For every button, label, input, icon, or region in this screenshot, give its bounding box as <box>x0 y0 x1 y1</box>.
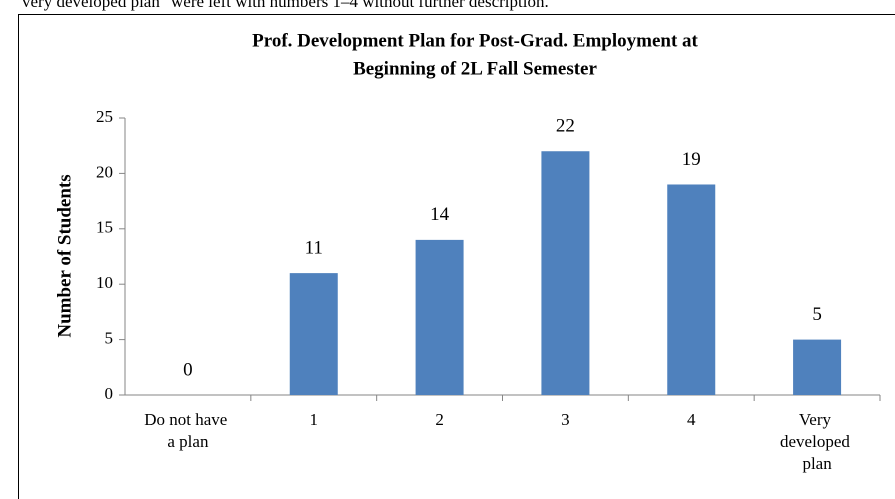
y-axis-label: Number of Students <box>54 174 75 337</box>
y-tick-label: 25 <box>96 107 113 126</box>
data-label: 22 <box>556 116 575 137</box>
bar <box>541 151 590 395</box>
x-tick-label: 1 <box>310 410 319 429</box>
bar <box>793 339 842 395</box>
y-tick-label: 20 <box>96 162 113 181</box>
bar <box>415 239 464 395</box>
chart-title: Prof. Development Plan for Post-Grad. Em… <box>252 30 698 51</box>
x-tick-label: Do not have a plan <box>144 410 231 451</box>
data-label: 19 <box>682 149 701 170</box>
data-label: 14 <box>430 204 450 225</box>
y-tick-label: 10 <box>96 273 113 292</box>
x-tick-label: Very developed plan <box>780 410 854 473</box>
data-label: 11 <box>305 237 323 258</box>
bar <box>667 184 716 395</box>
data-label: 0 <box>183 359 193 380</box>
chart-title: Beginning of 2L Fall Semester <box>353 58 597 79</box>
x-tick-label: 3 <box>561 410 570 429</box>
caption: very developed plan" were left with numb… <box>22 0 549 11</box>
bar <box>289 273 338 395</box>
x-tick-label: 4 <box>687 410 696 429</box>
y-tick-label: 15 <box>96 218 113 237</box>
y-tick-label: 5 <box>105 329 114 348</box>
data-label: 5 <box>812 304 822 325</box>
y-tick-label: 0 <box>105 384 114 403</box>
x-tick-label: 2 <box>435 410 444 429</box>
